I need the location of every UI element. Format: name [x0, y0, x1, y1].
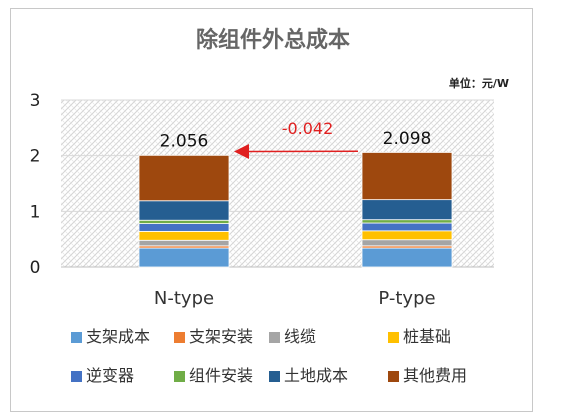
legend-item: 逆变器: [71, 366, 134, 385]
unit-label: 单位：元/W: [449, 76, 509, 90]
legend-label: 支架成本: [86, 327, 150, 346]
bar-segment: [138, 219, 230, 224]
legend-swatch: [174, 332, 185, 343]
y-tick-label: 2: [30, 147, 41, 167]
bar-segment: [361, 222, 453, 232]
legend-swatch: [71, 332, 82, 343]
total-labels: 2.056 2.098: [160, 129, 432, 151]
legend-item: 支架成本: [71, 327, 150, 346]
y-axis: 0 1 2 3: [30, 91, 41, 278]
x-tick-label: N-type: [154, 288, 214, 309]
legend-item: 桩基础: [388, 327, 451, 346]
bar-segment: [138, 154, 230, 202]
chart-frame: 除组件外总成本 单位：元/W 0 1 2 3 2.056 2.098 -0.042 N-…: [10, 8, 533, 412]
legend-swatch: [388, 371, 399, 382]
bar-segment: [138, 247, 230, 268]
bar-total-label: 2.098: [383, 129, 432, 149]
legend-item: 组件安装: [174, 366, 253, 385]
bar-total-label: 2.056: [160, 132, 209, 152]
y-tick-label: 3: [30, 91, 41, 111]
x-tick-label: P-type: [378, 288, 435, 309]
legend-label: 其他费用: [403, 366, 467, 385]
legend-label: 支架安装: [189, 327, 253, 346]
legend-swatch: [269, 332, 280, 343]
legend-label: 土地成本: [284, 366, 348, 385]
legend-item: 其他费用: [388, 366, 467, 385]
bar-segment: [361, 230, 453, 241]
bar-segment: [138, 223, 230, 232]
bar-segment: [361, 199, 453, 221]
bar-segment: [138, 200, 230, 221]
y-tick-label: 0: [30, 258, 41, 278]
y-tick-label: 1: [30, 202, 41, 222]
legend-label: 组件安装: [189, 366, 253, 385]
chart-title: 除组件外总成本: [196, 27, 350, 53]
bar-segment: [361, 239, 453, 247]
legend-swatch: [269, 371, 280, 382]
legend-label: 线缆: [284, 327, 316, 346]
bar-segment: [361, 152, 453, 201]
bar-segment: [138, 239, 230, 247]
legend-label: 桩基础: [403, 327, 451, 346]
legend-item: 线缆: [269, 327, 316, 346]
legend-swatch: [174, 371, 185, 382]
bar-segment: [361, 219, 453, 224]
legend-swatch: [71, 371, 82, 382]
legend-label: 逆变器: [86, 366, 134, 385]
difference-label: -0.042: [282, 119, 334, 138]
legend-swatch: [388, 332, 399, 343]
bar-segment: [138, 230, 230, 241]
bars: [138, 152, 453, 268]
stacked-bar-chart: 除组件外总成本 单位：元/W 0 1 2 3 2.056 2.098 -0.042 N-…: [30, 27, 509, 385]
bar-segment: [361, 247, 453, 268]
x-axis: N-type P-type: [154, 288, 436, 309]
legend-item: 土地成本: [269, 366, 348, 385]
legend-item: 支架安装: [174, 327, 253, 346]
